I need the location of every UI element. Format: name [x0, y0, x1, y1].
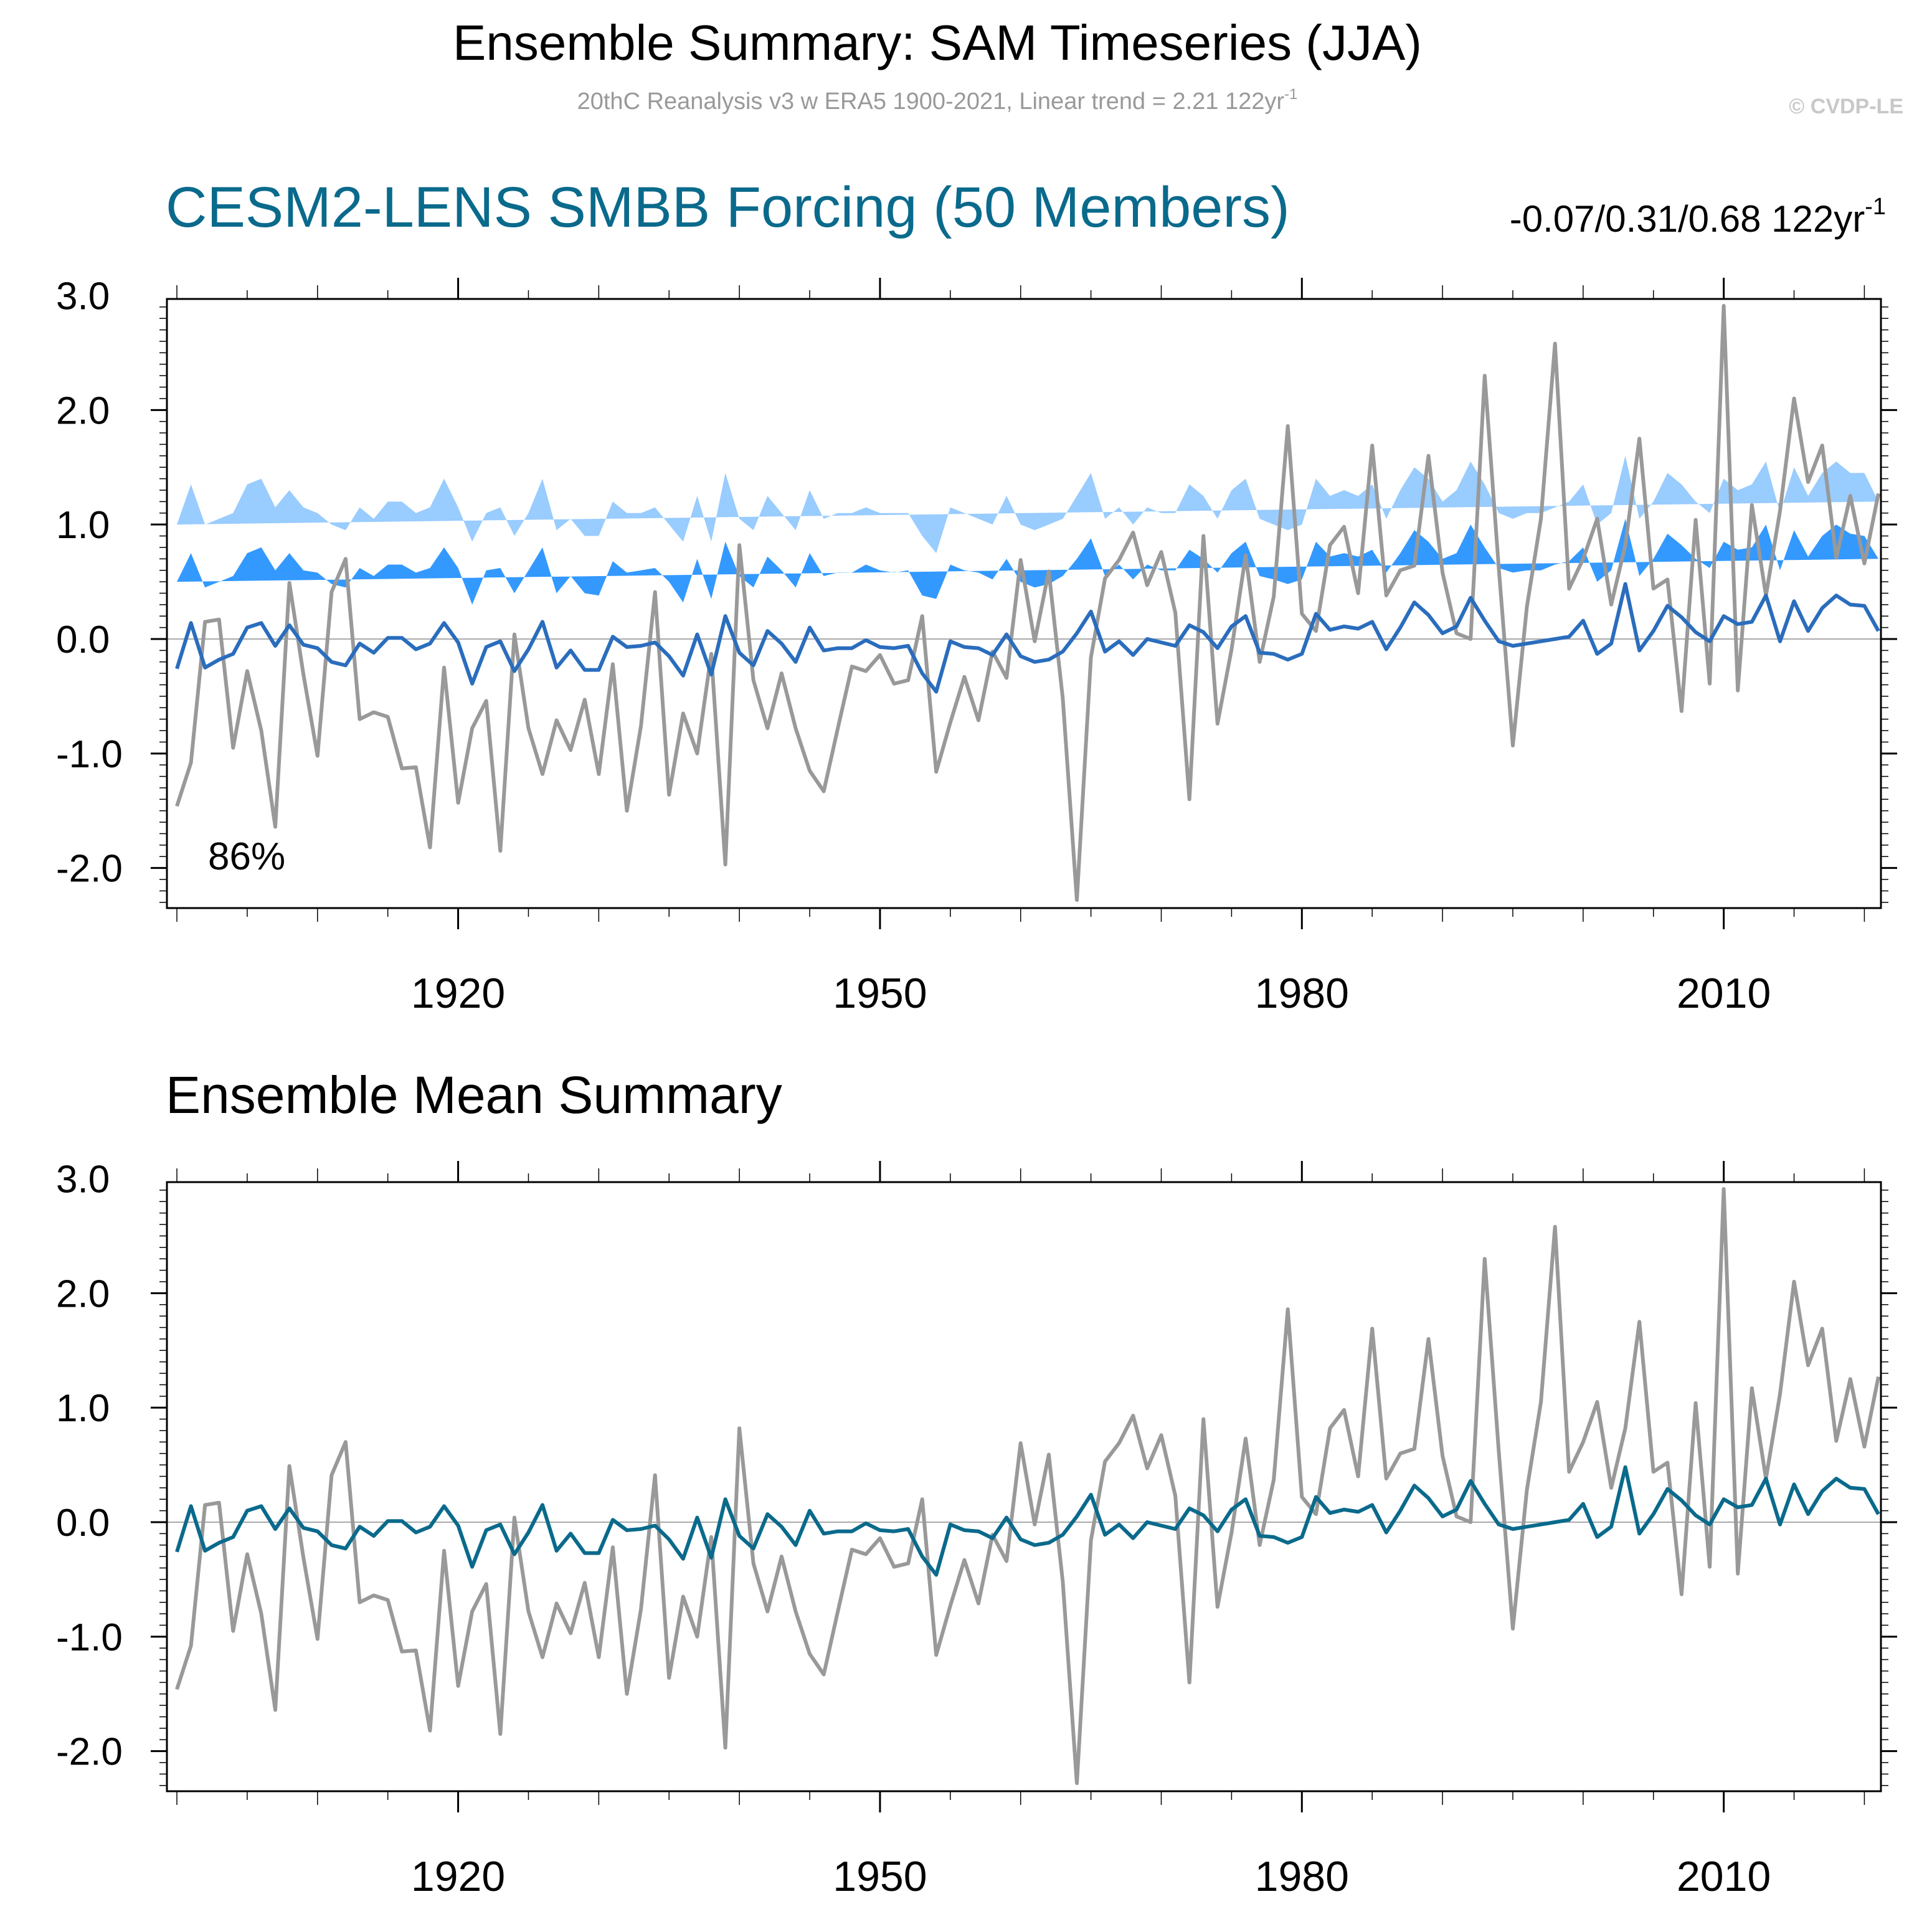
panel-ensemble-mean-summary: Ensemble Mean Summary 3.0 2.0 1.0 0.0 -1.0 -2…	[56, 1066, 1897, 1900]
panel2-x-axis: 1920 1950 1980 2010	[176, 1791, 1865, 1900]
x-tick-label: 1980	[1255, 1853, 1349, 1900]
y-tick-label: -2.0	[56, 1731, 123, 1774]
x-tick-label: 2010	[1677, 970, 1771, 1017]
y-tick-label: 2.0	[56, 1272, 110, 1315]
panel1-trend-label: -0.07/0.31/0.68 122yr-1	[1510, 194, 1886, 240]
panel2-top-ticks	[176, 1161, 1865, 1182]
y-tick-label: -1.0	[56, 1616, 123, 1659]
band-25-75-percentile	[177, 519, 1878, 605]
observed-series-line	[175, 1187, 1880, 1786]
percent-label: 86%	[208, 835, 285, 878]
trend-exponent: -1	[1865, 194, 1886, 220]
x-tick-label: 1920	[411, 1853, 505, 1900]
y-tick-label: 0.0	[56, 1502, 110, 1545]
panel2-plot-frame	[166, 1181, 1882, 1792]
panel2-y-axis: 3.0 2.0 1.0 0.0 -1.0 -2.0	[56, 1158, 1897, 1786]
panel2-title: Ensemble Mean Summary	[166, 1066, 782, 1124]
trend-value: -0.07/0.31/0.68 122yr	[1510, 198, 1865, 240]
panel1-title: CESM2-LENS SMBB Forcing (50 Members)	[166, 176, 1290, 239]
panel1-x-axis: 1920 1950 1980 2010	[176, 908, 1865, 1017]
y-tick-label: 1.0	[56, 504, 110, 547]
x-tick-label: 2010	[1677, 1853, 1771, 1900]
subtitle-main: 20thC Reanalysis v3 w ERA5 1900-2021, Li…	[577, 88, 1285, 115]
ensemble-mean-line	[175, 1465, 1880, 1577]
panel1-plot-frame	[166, 298, 1882, 909]
copyright-label: © CVDP-LE	[1789, 95, 1903, 118]
y-tick-label: -2.0	[56, 848, 123, 891]
panel1-top-ticks	[176, 278, 1865, 299]
y-tick-label: 2.0	[56, 389, 110, 432]
x-tick-label: 1950	[833, 970, 927, 1017]
ensemble-mean-line	[175, 582, 1880, 694]
y-tick-label: 3.0	[56, 275, 110, 318]
figure-subtitle: 20thC Reanalysis v3 w ERA5 1900-2021, Li…	[577, 86, 1298, 115]
y-tick-label: 1.0	[56, 1387, 110, 1430]
x-tick-label: 1980	[1255, 970, 1349, 1017]
y-tick-label: 3.0	[56, 1158, 110, 1201]
figure-title: Ensemble Summary: SAM Timeseries (JJA)	[453, 15, 1422, 70]
observed-series-line	[175, 304, 1880, 902]
x-tick-label: 1950	[833, 1853, 927, 1900]
panel1-y-axis: 3.0 2.0 1.0 0.0 -1.0 -2.0	[56, 275, 1897, 903]
subtitle-exponent: -1	[1284, 86, 1297, 103]
panel-ensemble-summary: CESM2-LENS SMBB Forcing (50 Members) -0.…	[56, 176, 1897, 1017]
y-tick-label: -1.0	[56, 733, 123, 776]
x-tick-label: 1920	[411, 970, 505, 1017]
y-tick-label: 0.0	[56, 618, 110, 661]
